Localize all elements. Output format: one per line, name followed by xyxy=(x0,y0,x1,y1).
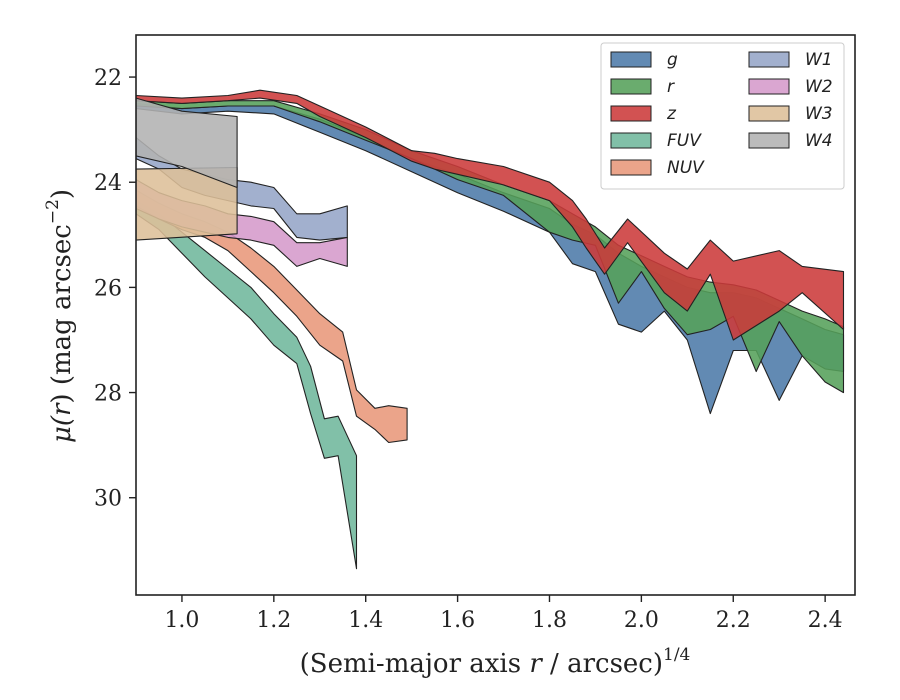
legend-swatch-z xyxy=(610,105,652,122)
x-tick-label: 1.4 xyxy=(348,608,383,633)
y-tick-label: 28 xyxy=(94,382,122,407)
legend-swatch-w4 xyxy=(748,132,790,149)
legend-label-w3: W3 xyxy=(805,104,833,124)
legend-label-w2: W2 xyxy=(805,77,833,97)
x-tick-label: 2.0 xyxy=(624,608,659,633)
data-bands xyxy=(136,89,845,570)
x-tick-label: 1.6 xyxy=(440,608,475,633)
band-z xyxy=(136,89,845,341)
legend-swatch-r xyxy=(610,78,652,95)
legend-swatch-w1 xyxy=(748,51,790,68)
x-tick-label: 2.4 xyxy=(808,608,843,633)
legend-label-w4: W4 xyxy=(805,131,833,151)
x-tick-label: 1.0 xyxy=(164,608,199,633)
legend: grz FUV NUV W1 W2 W3 W4 xyxy=(600,42,845,190)
x-tick-label: 1.2 xyxy=(256,608,291,633)
band-w4 xyxy=(136,97,238,189)
y-tick-label: 24 xyxy=(94,171,122,196)
x-tick-label: 2.2 xyxy=(716,608,751,633)
legend-swatch-fuv xyxy=(610,132,652,149)
plot-frame xyxy=(135,34,856,596)
band-fuv xyxy=(136,200,358,570)
y-tick-label: 22 xyxy=(94,66,122,91)
legend-label-fuv: FUV xyxy=(667,131,702,151)
legend-swatch-w3 xyxy=(748,105,790,122)
y-tick-label: 26 xyxy=(94,276,122,301)
legend-label-z: z xyxy=(666,104,677,124)
x-axis-label: (Semi-major axis r / arcsec)1/4 xyxy=(300,645,691,679)
legend-swatch-w2 xyxy=(748,78,790,95)
legend-label-nuv: NUV xyxy=(667,158,705,178)
legend-label-w1: W1 xyxy=(805,50,833,70)
legend-swatch-nuv xyxy=(610,159,652,176)
legend-label-g: g xyxy=(667,50,678,70)
y-axis-label: μ(r) (mag arcsec−2) xyxy=(43,189,77,443)
x-tick-label: 1.8 xyxy=(532,608,567,633)
y-tick-label: 30 xyxy=(94,487,122,512)
legend-swatch-g xyxy=(610,51,652,68)
legend-label-r: r xyxy=(667,77,675,97)
y-axis: 22 24 26 28 30 xyxy=(94,66,136,512)
x-axis: 1.0 1.2 1.4 1.6 1.8 2.0 2.2 2.4 xyxy=(164,595,843,633)
